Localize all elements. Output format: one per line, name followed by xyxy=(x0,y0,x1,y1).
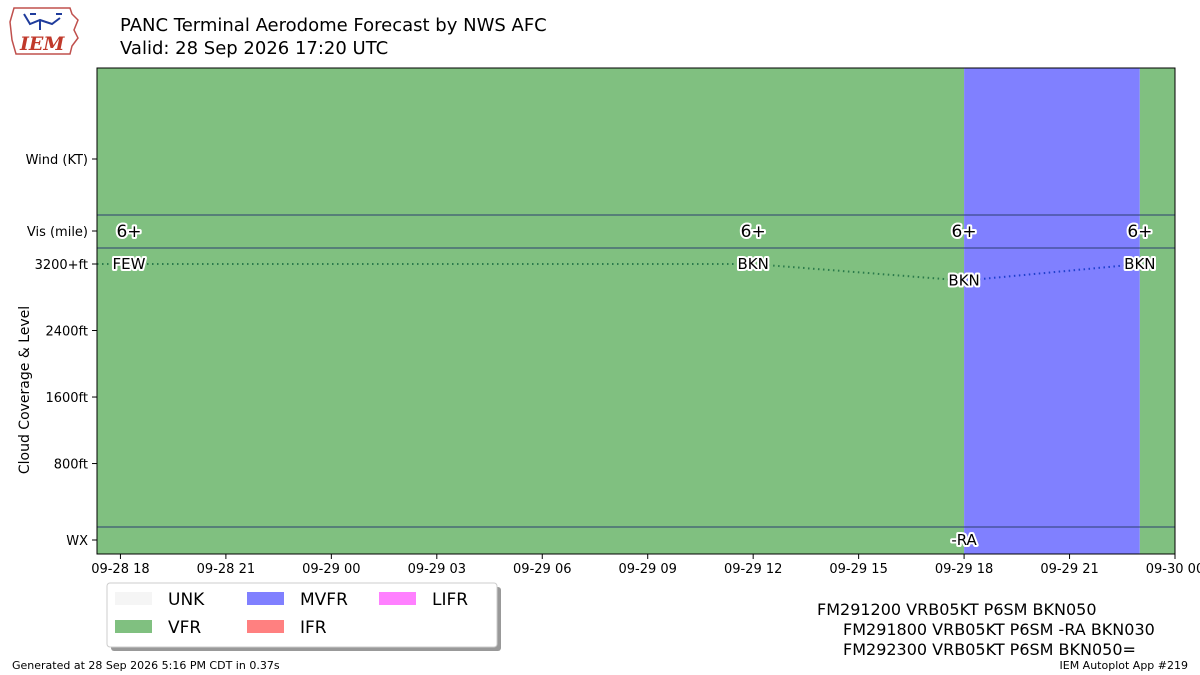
app-note: IEM Autoplot App #219 xyxy=(1060,659,1189,672)
plot-frame xyxy=(96,67,1176,555)
flight-category-periods xyxy=(97,68,1175,554)
y-axis: Wind (KT) Vis (mile) 3200+ft 2400ft 1600ft 80… xyxy=(26,153,97,549)
legend-label-ifr: IFR xyxy=(300,618,327,638)
x-tick-label-9: 09-29 21 xyxy=(1040,562,1098,577)
x-tick-label-5: 09-29 09 xyxy=(618,562,676,577)
cloud-level-lines xyxy=(97,263,1140,282)
chart-title: PANC Terminal Aerodome Forecast by NWS A… xyxy=(120,15,547,36)
y-axis-title: Cloud Coverage & Level xyxy=(17,306,33,474)
x-tick-label-0: 09-28 18 xyxy=(91,562,149,577)
x-tick-label-3: 09-29 03 xyxy=(408,562,466,577)
taf-line-1: FM291800 VRB05KT P6SM -RA BKN030 xyxy=(843,620,1155,639)
vis-label-1: 6+ xyxy=(741,222,766,242)
period-vfr-2 xyxy=(1139,68,1175,554)
legend-label-unk: UNK xyxy=(168,590,205,610)
y-tick-label-5: 800ft xyxy=(54,458,88,473)
legend-swatch-mvfr xyxy=(247,592,284,605)
legend-swatch-lifr xyxy=(379,592,416,605)
x-tick-label-7: 09-29 15 xyxy=(829,562,887,577)
y-tick-label-0: Wind (KT) xyxy=(26,153,88,168)
period-vfr-0 xyxy=(97,68,965,554)
iem-logo: IEM xyxy=(9,7,79,55)
y-tick-label-4: 1600ft xyxy=(45,391,88,406)
vis-label-3: 6+ xyxy=(1127,222,1152,242)
x-tick-label-10: 09-30 00 xyxy=(1146,562,1200,577)
weather-station-icon xyxy=(23,13,62,30)
y-tick-label-3: 2400ft xyxy=(45,325,88,340)
cloud-label-0: FEW xyxy=(113,255,146,273)
y-tick-label-6: WX xyxy=(66,534,88,549)
x-tick-label-2: 09-29 00 xyxy=(302,562,360,577)
chart-subtitle: Valid: 28 Sep 2026 17:20 UTC xyxy=(120,38,388,59)
row-dividers xyxy=(97,214,1175,528)
legend-swatch-vfr xyxy=(115,620,152,633)
generated-note: Generated at 28 Sep 2026 5:16 PM CDT in … xyxy=(12,659,280,672)
legend-swatch-ifr xyxy=(247,620,284,633)
legend-label-mvfr: MVFR xyxy=(300,590,348,610)
y-tick-label-2: 3200+ft xyxy=(35,258,88,273)
cloud-label-2: BKN xyxy=(948,272,979,290)
legend-label-lifr: LIFR xyxy=(432,590,468,610)
cloud-label-1: BKN xyxy=(737,255,768,273)
legend-label-vfr: VFR xyxy=(168,618,201,638)
vis-label-2: 6+ xyxy=(952,222,977,242)
legend: UNK MVFR LIFR VFR IFR xyxy=(106,582,501,651)
y-tick-label-1: Vis (mile) xyxy=(27,225,88,240)
x-tick-label-4: 09-29 06 xyxy=(513,562,571,577)
x-axis: 09-28 18 09-28 21 09-29 00 09-29 03 09-29 06… xyxy=(91,554,1200,577)
x-tick-label-6: 09-29 12 xyxy=(724,562,782,577)
legend-swatch-unk xyxy=(115,592,152,605)
period-mvfr-1 xyxy=(964,68,1140,554)
taf-line-0: FM291200 VRB05KT P6SM BKN050 xyxy=(817,600,1097,619)
vis-label-0: 6+ xyxy=(116,222,141,242)
taf-line-2: FM292300 VRB05KT P6SM BKN050= xyxy=(843,640,1136,659)
cloud-line-segment-1 xyxy=(753,263,965,282)
wx-label-2: -RA xyxy=(951,531,977,549)
iowa-outline-icon xyxy=(9,7,79,55)
cloud-label-3: BKN xyxy=(1124,255,1155,273)
x-tick-label-1: 09-28 21 xyxy=(197,562,255,577)
logo-text: IEM xyxy=(19,33,65,55)
forecast-labels: 6+ FEW 6+ BKN 6+ BKN -RA 6+ BKN xyxy=(111,220,1158,551)
x-tick-label-8: 09-29 18 xyxy=(935,562,993,577)
